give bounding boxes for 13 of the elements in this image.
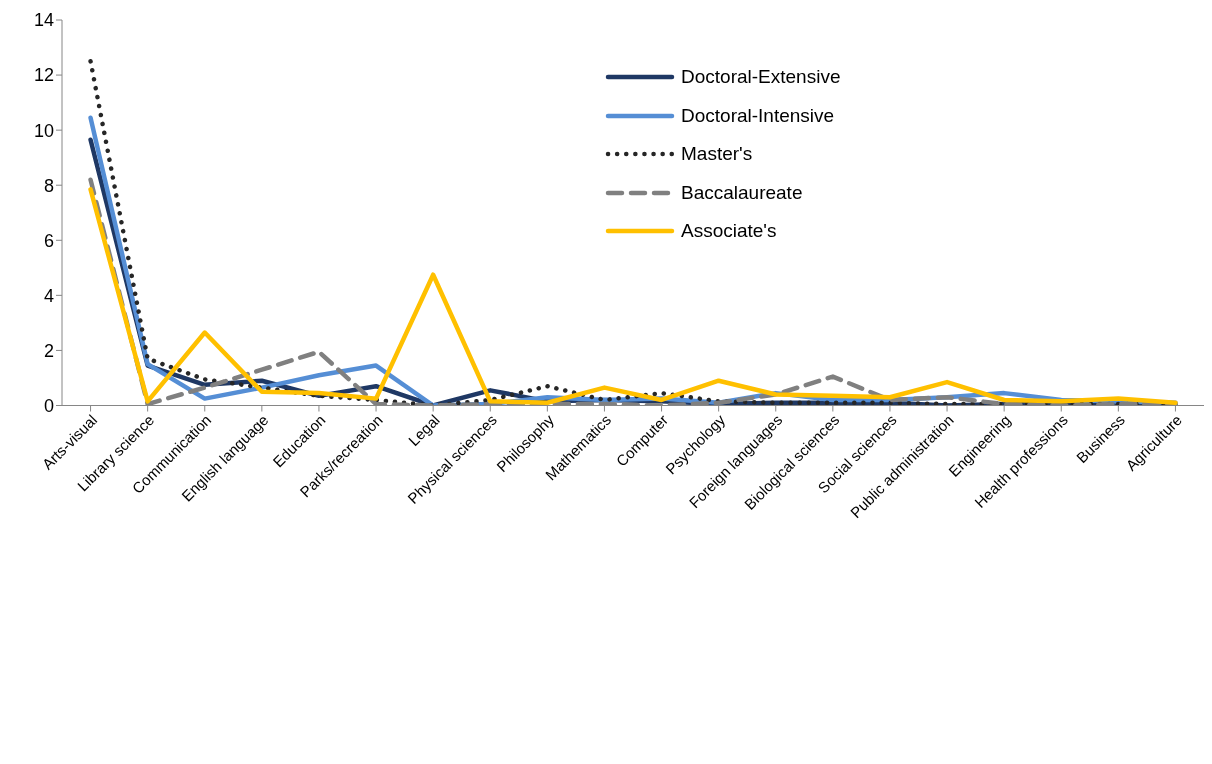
- y-tick-label: 12: [33, 65, 54, 86]
- legend-label: Master's: [681, 143, 753, 166]
- legend-label: Baccalaureate: [681, 181, 803, 204]
- legend-label: Associate's: [681, 220, 777, 243]
- y-tick-label: 4: [43, 285, 54, 306]
- legend-label: Doctoral-Intensive: [681, 104, 835, 127]
- y-tick-label: 2: [43, 340, 54, 361]
- y-tick-label: 14: [33, 10, 54, 31]
- y-tick-label: 0: [43, 395, 54, 416]
- legend-label: Doctoral-Extensive: [681, 66, 841, 89]
- y-tick-label: 10: [33, 120, 54, 141]
- y-tick-label: 8: [43, 175, 54, 196]
- y-tick-label: 6: [43, 230, 54, 251]
